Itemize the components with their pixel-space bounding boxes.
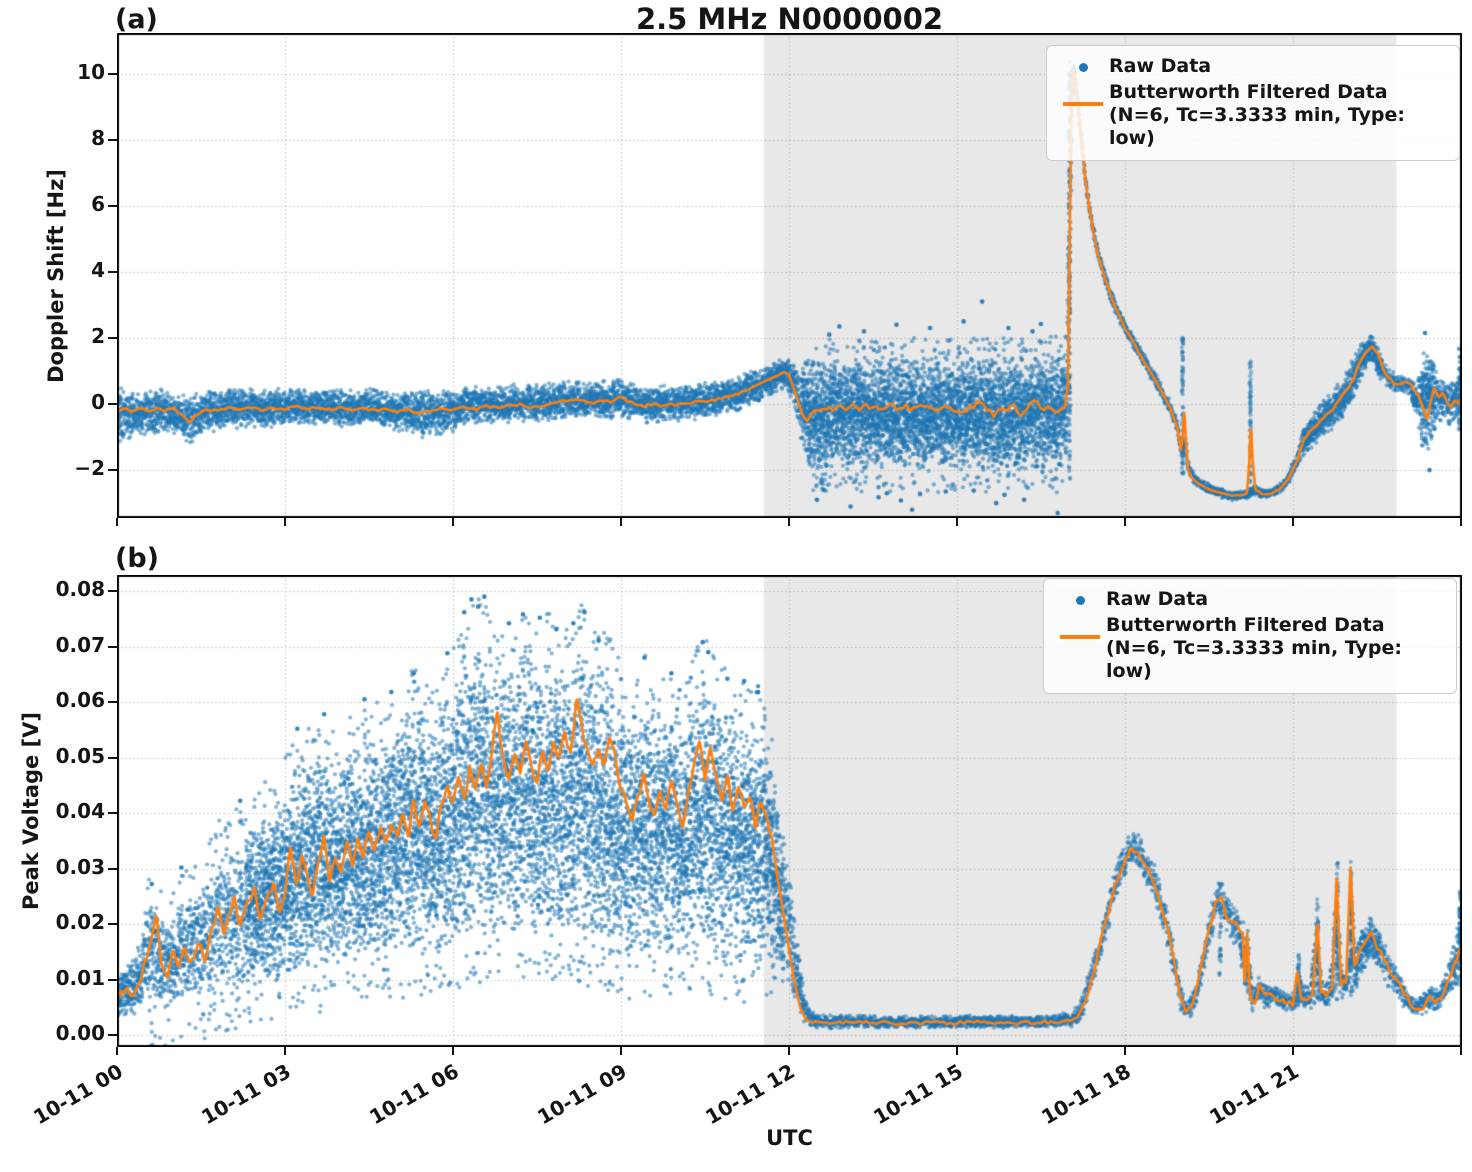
x-tick-mark xyxy=(619,1047,622,1055)
y-tick-label: 0.05 xyxy=(55,743,105,768)
legend-entry-filtered: Butterworth Filtered Data (N=6, Tc=3.3333… xyxy=(1054,614,1446,683)
y-tick-label: 0.07 xyxy=(55,632,105,657)
x-tick-mark xyxy=(1123,1047,1126,1055)
panel-b-label: (b) xyxy=(115,543,160,574)
x-tick-mark xyxy=(1459,1047,1462,1055)
x-tick-mark xyxy=(619,518,622,526)
x-tick-label: 10-11 03 xyxy=(197,1059,295,1130)
legend-filtered-label: Butterworth Filtered Data (N=6, Tc=3.3333… xyxy=(1109,81,1405,149)
y-tick-label: 10 xyxy=(77,59,105,84)
legend-raw-label: Raw Data xyxy=(1106,588,1209,610)
y-tick-mark xyxy=(108,867,117,870)
x-axis-label: UTC xyxy=(766,1126,813,1150)
x-tick-mark xyxy=(1123,518,1126,526)
y-tick-mark xyxy=(108,645,117,648)
y-tick-mark xyxy=(108,204,117,207)
x-tick-mark xyxy=(955,1047,958,1055)
x-tick-mark xyxy=(1291,518,1294,526)
y-tick-label: 2 xyxy=(91,323,105,348)
x-tick-mark xyxy=(955,518,958,526)
chart-title: 2.5 MHz N0000002 xyxy=(635,2,944,36)
y-tick-mark xyxy=(108,923,117,926)
y-tick-mark xyxy=(108,270,117,273)
y-tick-mark xyxy=(108,72,117,75)
x-tick-mark xyxy=(451,1047,454,1055)
panel-b-legend: Raw Data Butterworth Filtered Data (N=6, … xyxy=(1043,578,1457,694)
y-tick-mark xyxy=(108,812,117,815)
x-tick-label: 10-11 18 xyxy=(1037,1059,1135,1130)
y-tick-label: −2 xyxy=(74,456,105,481)
filtered-line-icon xyxy=(1057,81,1109,127)
y-tick-label: 0.01 xyxy=(55,965,105,990)
panel-a-label: (a) xyxy=(115,4,158,35)
x-tick-mark xyxy=(787,1047,790,1055)
x-tick-mark xyxy=(116,1047,118,1055)
legend-entry-raw: Raw Data xyxy=(1054,588,1446,612)
x-tick-mark xyxy=(283,1047,286,1055)
y-tick-label: 0.06 xyxy=(55,688,105,713)
y-tick-mark xyxy=(108,756,117,759)
x-tick-label: 10-11 15 xyxy=(869,1059,967,1130)
x-tick-mark xyxy=(283,518,286,526)
y-tick-mark xyxy=(108,701,117,704)
filtered-line-icon xyxy=(1054,614,1106,660)
raw-data-dot-icon xyxy=(1057,55,1109,79)
y-tick-mark xyxy=(108,590,117,593)
panel-b-ylabel: Peak Voltage [V] xyxy=(19,711,43,911)
x-tick-mark xyxy=(1291,1047,1294,1055)
y-tick-label: 0.04 xyxy=(55,799,105,824)
y-tick-label: 4 xyxy=(91,257,105,282)
x-tick-label: 10-11 09 xyxy=(533,1059,631,1130)
legend-raw-label: Raw Data xyxy=(1109,55,1212,77)
x-tick-label: 10-11 06 xyxy=(365,1059,463,1130)
y-tick-mark xyxy=(108,1034,117,1036)
y-tick-mark xyxy=(108,138,117,141)
x-tick-mark xyxy=(116,518,118,526)
panel-a-ylabel: Doppler Shift [Hz] xyxy=(44,169,68,383)
y-tick-mark xyxy=(108,978,117,981)
y-tick-label: 8 xyxy=(91,125,105,150)
legend-filtered-label: Butterworth Filtered Data (N=6, Tc=3.3333… xyxy=(1106,614,1402,682)
x-tick-mark xyxy=(787,518,790,526)
y-tick-label: 6 xyxy=(91,191,105,216)
x-tick-label: 10-11 21 xyxy=(1205,1059,1303,1130)
y-tick-mark xyxy=(108,469,117,472)
y-tick-label: 0.00 xyxy=(55,1021,105,1045)
legend-entry-filtered: Butterworth Filtered Data (N=6, Tc=3.3333… xyxy=(1057,81,1449,150)
panel-a-legend: Raw Data Butterworth Filtered Data (N=6, … xyxy=(1046,45,1460,161)
y-tick-mark xyxy=(108,403,117,406)
x-tick-mark xyxy=(1459,518,1462,526)
x-tick-label: 10-11 00 xyxy=(29,1059,127,1130)
y-tick-label: 0.08 xyxy=(55,577,105,602)
legend-entry-raw: Raw Data xyxy=(1057,55,1449,79)
x-tick-label: 10-11 12 xyxy=(701,1059,799,1130)
y-tick-label: 0.03 xyxy=(55,854,105,879)
y-tick-mark xyxy=(108,336,117,339)
x-tick-mark xyxy=(451,518,454,526)
y-tick-label: 0.02 xyxy=(55,910,105,935)
raw-data-dot-icon xyxy=(1054,588,1106,612)
y-tick-label: 0 xyxy=(91,390,105,415)
